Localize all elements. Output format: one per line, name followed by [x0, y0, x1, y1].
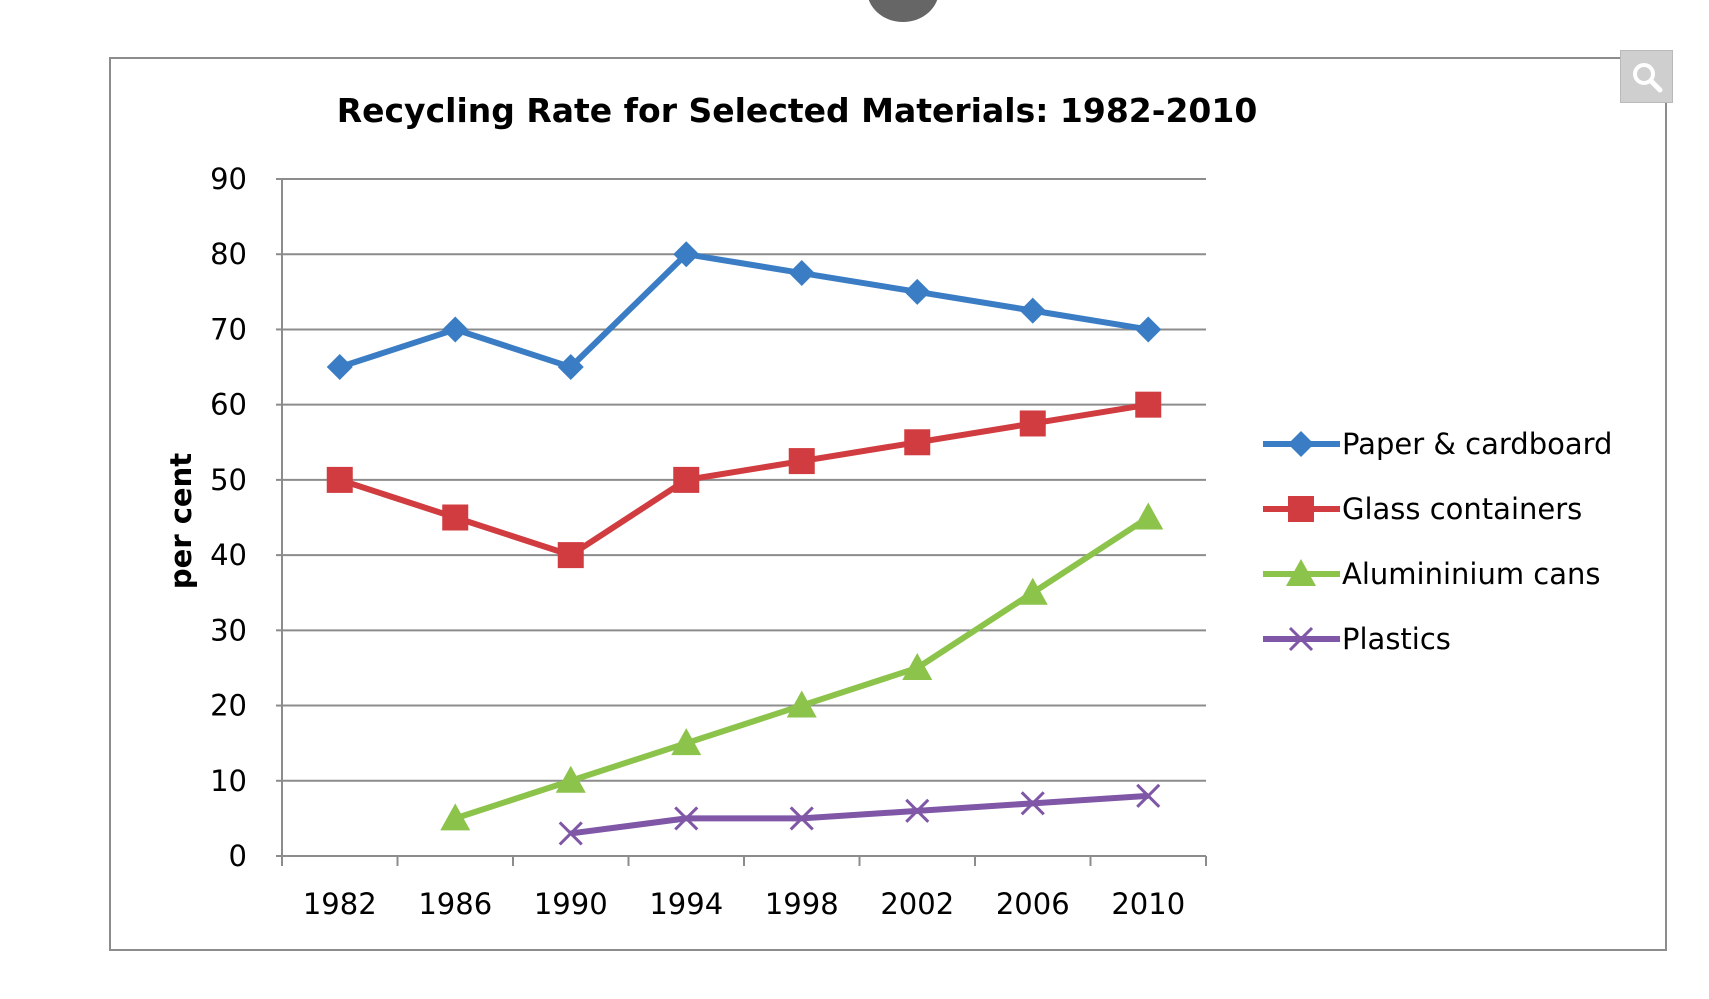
data-point: [557, 354, 584, 381]
data-point: [788, 448, 815, 475]
data-point: [904, 278, 931, 305]
magnifier-icon: [1632, 62, 1662, 92]
data-point: [786, 690, 817, 718]
data-point: [905, 798, 930, 823]
series-layer: [326, 241, 1164, 846]
chart-title: Recycling Rate for Selected Materials: 1…: [337, 91, 1258, 130]
data-point: [326, 354, 353, 381]
x-tick-label: 2002: [880, 887, 954, 921]
data-point: [442, 316, 469, 343]
series-0: [326, 241, 1162, 381]
data-point: [904, 429, 931, 456]
series-1: [326, 391, 1162, 569]
y-tick-label: 0: [229, 839, 247, 873]
data-point: [558, 821, 583, 846]
data-point: [673, 241, 700, 268]
y-tick-label: 20: [210, 689, 247, 723]
legend-label: Alumininium cans: [1342, 557, 1601, 591]
y-tick-label: 50: [210, 463, 247, 497]
x-tick-label: 1986: [418, 887, 492, 921]
data-point: [673, 466, 700, 493]
legend-marker: [1286, 559, 1316, 586]
y-tick-label: 60: [210, 388, 247, 422]
x-tick-label: 1994: [649, 887, 723, 921]
data-point: [1019, 410, 1046, 437]
data-point: [1019, 297, 1046, 324]
data-point: [1017, 577, 1048, 605]
data-point: [442, 504, 469, 531]
data-point: [789, 806, 814, 831]
x-tick-label: 2010: [1111, 887, 1185, 921]
x-tick-label: 1990: [534, 887, 608, 921]
legend-item: Paper & cardboard: [1263, 427, 1612, 461]
legend-label: Paper & cardboard: [1342, 427, 1612, 461]
y-tick-label: 40: [210, 538, 247, 572]
data-point: [902, 652, 933, 680]
y-tick-label: 90: [210, 162, 247, 196]
x-tick-label: 1998: [765, 887, 839, 921]
data-point: [1133, 502, 1164, 530]
x-tick-label: 2006: [996, 887, 1070, 921]
legend-label: Glass containers: [1342, 492, 1582, 526]
data-point: [1136, 783, 1161, 808]
data-point: [674, 806, 699, 831]
series-2: [440, 502, 1164, 831]
data-point: [1135, 316, 1162, 343]
chart-frame: [109, 57, 1667, 951]
gridlines: [282, 178, 1206, 782]
y-tick-label: 10: [210, 764, 247, 798]
data-point: [671, 728, 702, 756]
y-tick-label: 70: [210, 312, 247, 346]
legend-item: Alumininium cans: [1263, 557, 1601, 591]
data-point: [555, 765, 586, 793]
series-line: [338, 401, 1149, 559]
legend-marker: [1288, 496, 1314, 522]
data-point: [1020, 791, 1045, 816]
axes: 0 10 20 30 40 50 60 70 80 90 1982 1986 1990 1994 1998 2…: [210, 162, 1207, 921]
data-point: [788, 260, 815, 287]
legend-marker: [1288, 431, 1314, 457]
series-line: [338, 251, 1149, 371]
data-point: [440, 803, 471, 831]
y-tick-label: 80: [210, 237, 247, 271]
series-3: [558, 783, 1161, 846]
data-point: [557, 542, 584, 569]
legend-item: Plastics: [1263, 622, 1451, 656]
x-tick-label: 1982: [303, 887, 377, 921]
legend: Paper & cardboard Glass containers Alumini…: [1263, 427, 1612, 656]
data-point: [326, 466, 353, 493]
y-tick-label: 30: [210, 613, 247, 647]
series-line: [570, 792, 1149, 837]
zoom-button[interactable]: [1620, 50, 1673, 103]
legend-label: Plastics: [1342, 622, 1451, 656]
y-axis-label: per cent: [164, 453, 198, 589]
legend-marker: [1288, 626, 1314, 652]
data-point: [1135, 391, 1162, 418]
legend-item: Glass containers: [1263, 492, 1582, 526]
carousel-indicator: [867, 0, 939, 22]
